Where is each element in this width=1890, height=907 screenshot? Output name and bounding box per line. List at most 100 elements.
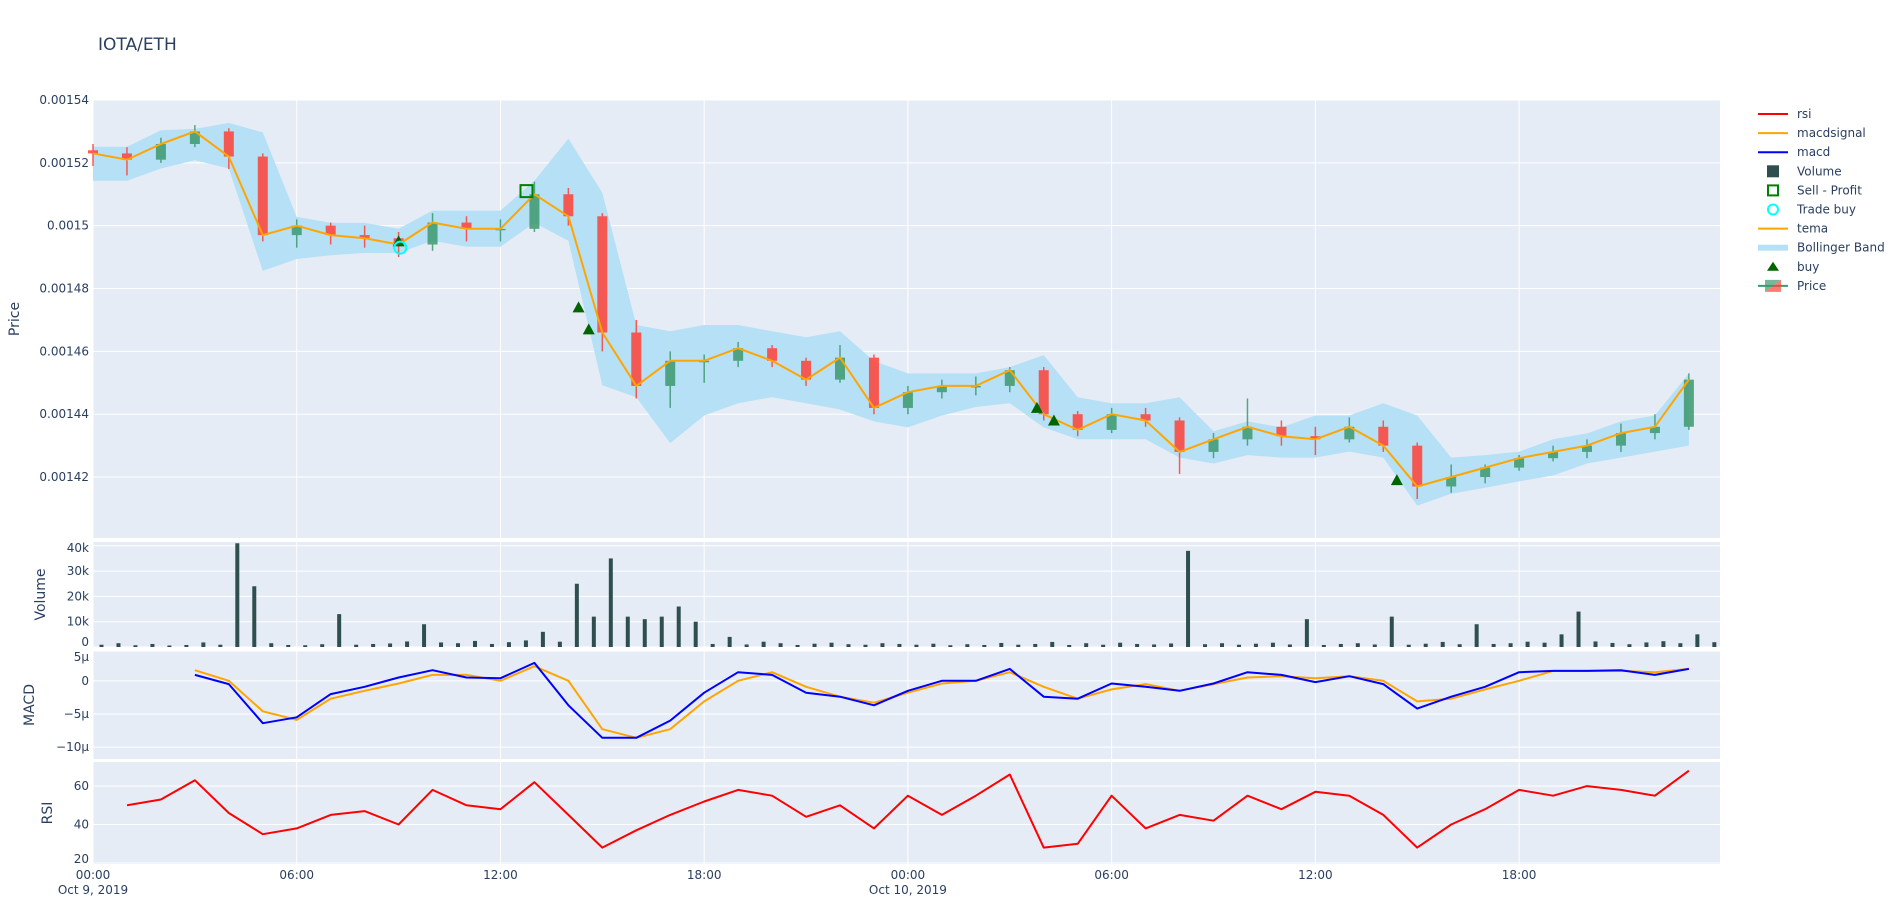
volume-y-tick-label: 10k — [67, 615, 89, 629]
candlestick — [1446, 464, 1457, 493]
candlestick — [325, 222, 336, 245]
rsi-plot-area — [93, 762, 1720, 864]
candlestick — [155, 137, 166, 163]
legend-item-price[interactable]: Price — [1758, 279, 1826, 293]
candle-body — [1582, 445, 1593, 452]
volume-bar — [1491, 643, 1496, 647]
legend-label: macdsignal — [1797, 126, 1866, 140]
volume-bar — [1576, 611, 1581, 647]
legend-label: Bollinger Band — [1797, 241, 1885, 255]
volume-bar — [693, 621, 698, 647]
macd-y-tick-label: −5µ — [64, 707, 90, 721]
candlestick — [88, 143, 98, 166]
volume-bar — [625, 616, 630, 647]
legend-item-macdsignal[interactable]: macdsignal — [1758, 126, 1866, 140]
candlestick — [1276, 420, 1287, 446]
volume-bar — [778, 643, 783, 647]
candlestick — [1683, 373, 1694, 430]
volume-bar — [320, 644, 325, 647]
candle-body — [88, 150, 98, 154]
macd-axis-title: MACD — [22, 684, 38, 726]
volume-bar — [999, 642, 1004, 647]
legend-label: macd — [1797, 145, 1830, 159]
candle-body — [1548, 451, 1559, 459]
legend[interactable]: rsi macdsignal macd Volume Sell - Profit Trad… — [1758, 107, 1885, 293]
x-tick-date-label: Oct 10, 2019 — [869, 883, 947, 897]
price-y-tick-label: 0.00144 — [39, 407, 89, 421]
volume-bar — [863, 644, 868, 647]
candlestick — [733, 341, 744, 368]
candle-body — [155, 143, 166, 160]
volume-bar — [931, 643, 936, 647]
volume-bar — [1152, 644, 1157, 647]
candlestick — [121, 147, 132, 176]
legend-item-rsi[interactable]: rsi — [1758, 107, 1812, 121]
candle-body — [1004, 370, 1015, 386]
candle-body — [1378, 426, 1389, 446]
candlestick — [1412, 442, 1423, 500]
volume-bar — [1033, 643, 1038, 647]
x-tick-label: 00:00 — [891, 868, 926, 882]
candle-body — [1106, 414, 1117, 430]
candlestick — [427, 213, 438, 251]
volume-bar — [1101, 644, 1106, 647]
legend-item-macd[interactable]: macd — [1758, 145, 1830, 159]
candle-body — [1344, 426, 1355, 440]
x-tick-label: 06:00 — [279, 868, 314, 882]
candle-body — [257, 156, 268, 236]
volume-bar — [659, 616, 664, 647]
price-axis-title: Price — [7, 302, 23, 336]
volume-axis-title: Volume — [33, 568, 49, 620]
legend-item-buy[interactable]: buy — [1767, 260, 1819, 274]
candlestick — [902, 385, 913, 415]
volume-bar — [1016, 644, 1021, 647]
volume-bar — [1372, 644, 1377, 647]
volume-bar — [252, 586, 257, 647]
candle-body — [868, 357, 879, 408]
legend-triangle-icon — [1767, 261, 1779, 271]
candlestick — [1072, 411, 1083, 437]
macd-y-tick-label: −10µ — [56, 740, 89, 754]
volume-bar — [744, 644, 749, 647]
candle-body — [1514, 458, 1525, 468]
candlestick — [936, 379, 947, 399]
candle-body — [1446, 477, 1457, 487]
volume-bar — [150, 643, 155, 647]
volume-bar — [1525, 641, 1530, 647]
volume-bar — [133, 645, 138, 647]
legend-item-volume[interactable]: Volume — [1767, 164, 1842, 178]
volume-bar — [1304, 619, 1309, 647]
volume-bar — [235, 543, 240, 647]
bollinger-band — [93, 122, 1689, 506]
volume-bar — [1067, 644, 1072, 647]
volume-bar — [1457, 644, 1462, 647]
buy-marker — [572, 301, 585, 313]
candle-body — [1242, 426, 1253, 440]
legend-item-bollinger-band[interactable]: Bollinger Band — [1758, 241, 1885, 255]
legend-label: Sell - Profit — [1797, 183, 1862, 197]
volume-bar — [557, 641, 562, 647]
volume-bar — [1508, 643, 1513, 647]
legend-item-trade-buy[interactable]: Trade buy — [1767, 203, 1856, 217]
legend-label: Trade buy — [1796, 203, 1856, 217]
trade-buy-marker — [393, 240, 408, 255]
x-tick-label: 00:00 — [76, 868, 111, 882]
volume-bar — [1474, 624, 1479, 647]
candle-body — [189, 131, 200, 144]
x-tick-label: 12:00 — [483, 868, 518, 882]
candle-body — [1174, 420, 1185, 452]
volume-bar — [337, 614, 342, 647]
candle-body — [1276, 426, 1287, 437]
volume-bar — [1287, 644, 1292, 647]
volume-bar — [897, 643, 902, 647]
candle-body — [1649, 426, 1660, 434]
legend-band-icon — [1758, 244, 1788, 251]
candle-body — [461, 222, 472, 229]
volume-bar — [591, 616, 596, 647]
price-y-tick-label: 0.00148 — [39, 282, 89, 296]
volume-bar — [1084, 643, 1089, 647]
volume-bar — [1203, 644, 1208, 647]
legend-item-sell-profit[interactable]: Sell - Profit — [1767, 183, 1862, 197]
legend-item-tema[interactable]: tema — [1758, 222, 1828, 236]
price-y-tick-label: 0.0015 — [47, 219, 89, 233]
